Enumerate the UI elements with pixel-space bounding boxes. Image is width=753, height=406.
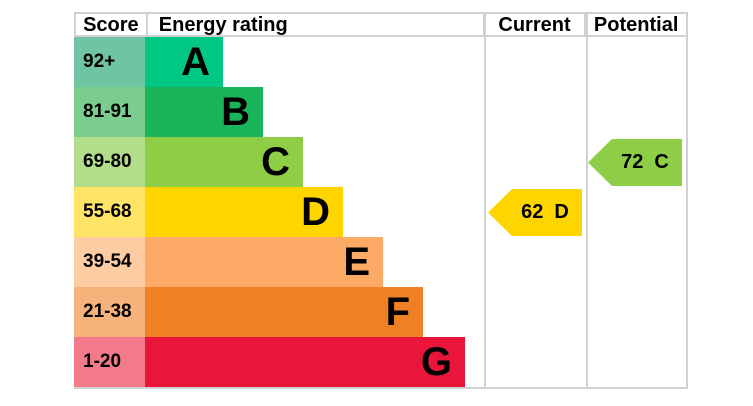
band-row-c: 69-80 C bbox=[74, 137, 465, 187]
column-line-current-left bbox=[484, 12, 486, 389]
band-rows: 92+ A 81-91 B 69-80 C 55-68 D 39-54 E 21… bbox=[74, 37, 465, 387]
band-row-a: 92+ A bbox=[74, 37, 465, 87]
band-bar: F bbox=[145, 287, 423, 337]
band-row-d: 55-68 D bbox=[74, 187, 465, 237]
band-row-f: 21-38 F bbox=[74, 287, 465, 337]
band-letter: F bbox=[385, 289, 410, 334]
band-letter: D bbox=[301, 189, 330, 234]
band-score-cell: 21-38 bbox=[74, 287, 145, 337]
bottom-border-line bbox=[74, 387, 688, 389]
band-letter: B bbox=[221, 89, 250, 134]
band-letter: E bbox=[343, 239, 370, 284]
column-line-right-border bbox=[686, 12, 688, 389]
band-score-cell: 55-68 bbox=[74, 187, 145, 237]
band-letter: A bbox=[181, 39, 210, 84]
header-score: Score bbox=[83, 13, 139, 36]
band-score-cell: 81-91 bbox=[74, 87, 145, 137]
current-rating-arrow: 62 D bbox=[488, 189, 582, 236]
header-potential: Potential bbox=[584, 14, 686, 35]
band-letter: C bbox=[261, 139, 290, 184]
header-energy-rating: Energy rating bbox=[145, 14, 483, 35]
potential-rating-letter: C bbox=[654, 151, 669, 173]
band-bar: E bbox=[145, 237, 383, 287]
band-letter: G bbox=[420, 339, 452, 384]
band-row-e: 39-54 E bbox=[74, 237, 465, 287]
potential-rating-value: 72 bbox=[621, 151, 644, 173]
band-bar: C bbox=[145, 137, 303, 187]
band-row-b: 81-91 B bbox=[74, 87, 465, 137]
band-row-g: 1-20 G bbox=[74, 337, 465, 387]
header-current: Current bbox=[482, 14, 585, 35]
band-score-cell: 39-54 bbox=[74, 237, 145, 287]
band-bar: A bbox=[145, 37, 223, 87]
band-score-cell: 1-20 bbox=[74, 337, 145, 387]
band-score-cell: 92+ bbox=[74, 37, 145, 87]
table-header-row: Score Energy rating Current Potential bbox=[74, 12, 688, 37]
potential-rating-arrow: 72 C bbox=[588, 139, 682, 186]
band-bar: D bbox=[145, 187, 343, 237]
current-rating-value: 62 bbox=[521, 201, 544, 223]
band-bar: B bbox=[145, 87, 263, 137]
band-bar: G bbox=[145, 337, 465, 387]
current-rating-letter: D bbox=[554, 201, 569, 223]
band-score-cell: 69-80 bbox=[74, 137, 145, 187]
column-line-potential-left bbox=[586, 12, 588, 389]
